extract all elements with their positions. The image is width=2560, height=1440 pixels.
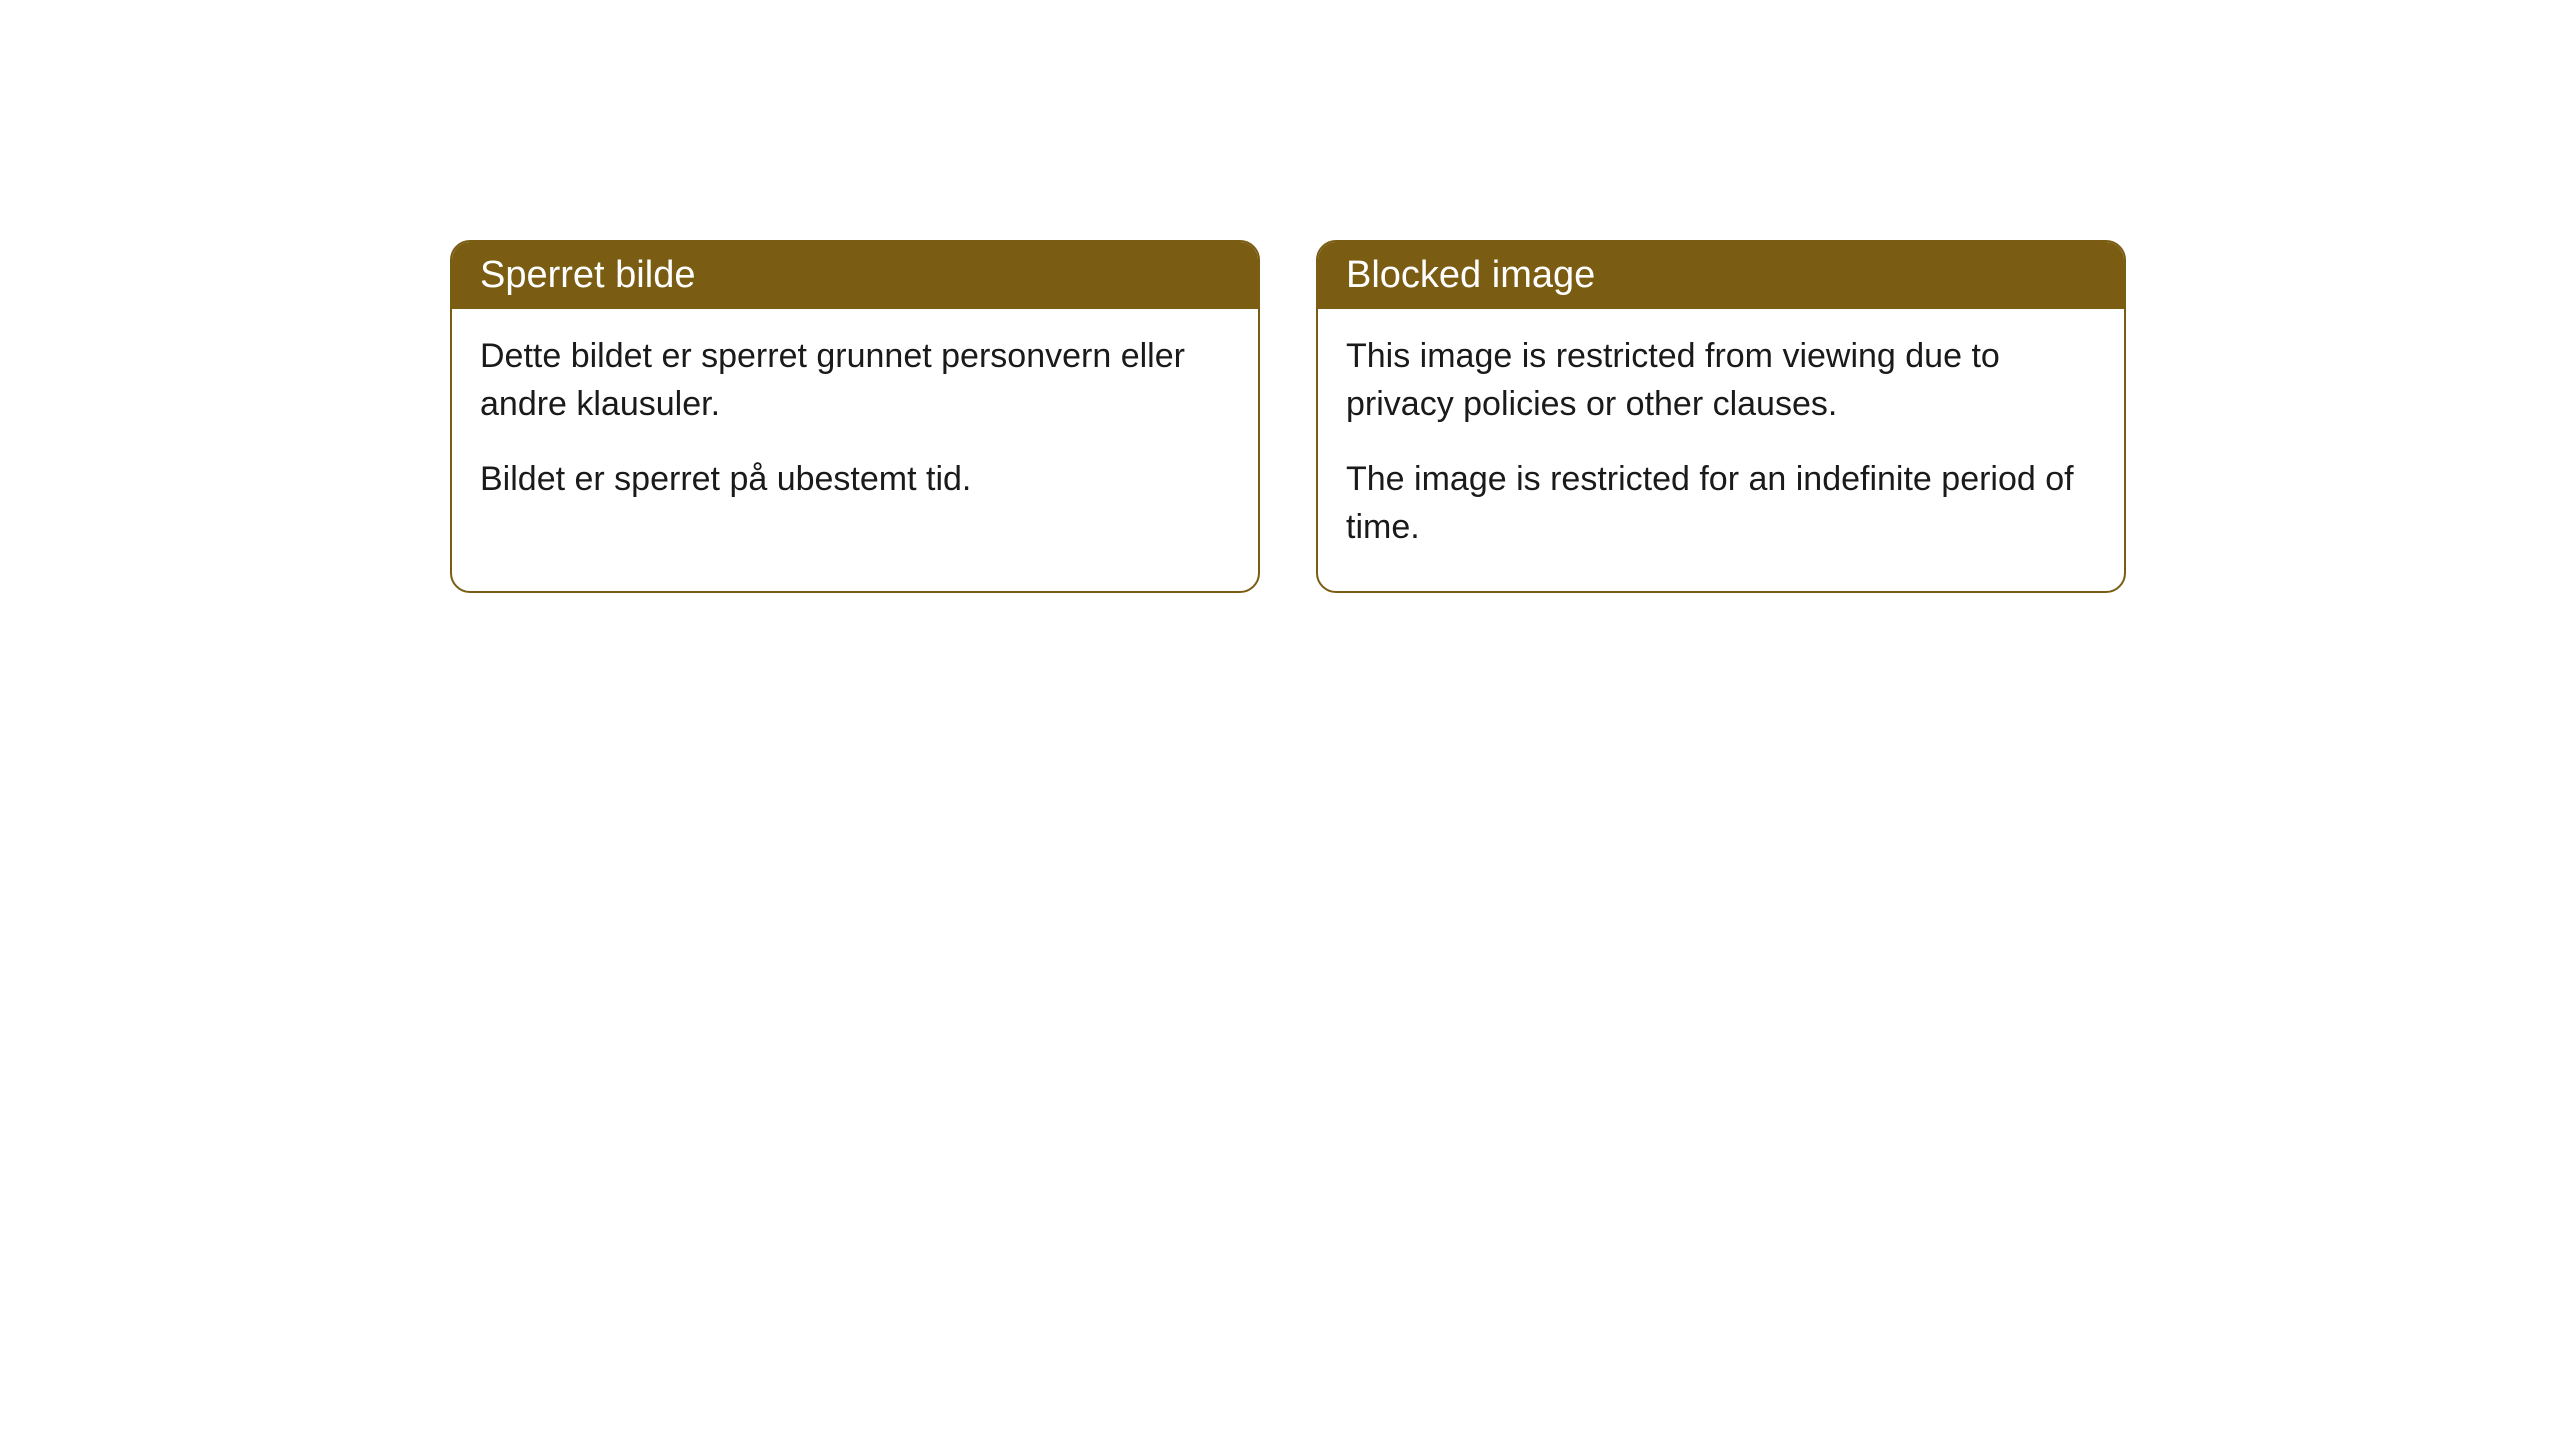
card-paragraph-2: The image is restricted for an indefinit…: [1346, 456, 2096, 551]
notice-container: Sperret bilde Dette bildet er sperret gr…: [0, 0, 2560, 593]
card-title: Sperret bilde: [480, 254, 695, 296]
card-paragraph-1: This image is restricted from viewing du…: [1346, 333, 2096, 428]
card-title: Blocked image: [1346, 254, 1595, 296]
card-header: Sperret bilde: [452, 242, 1258, 309]
card-header: Blocked image: [1318, 242, 2124, 309]
card-paragraph-2: Bildet er sperret på ubestemt tid.: [480, 456, 1230, 504]
card-body: This image is restricted from viewing du…: [1318, 309, 2124, 591]
card-paragraph-1: Dette bildet er sperret grunnet personve…: [480, 333, 1230, 428]
blocked-image-card-english: Blocked image This image is restricted f…: [1316, 240, 2126, 593]
blocked-image-card-norwegian: Sperret bilde Dette bildet er sperret gr…: [450, 240, 1260, 593]
card-body: Dette bildet er sperret grunnet personve…: [452, 309, 1258, 544]
